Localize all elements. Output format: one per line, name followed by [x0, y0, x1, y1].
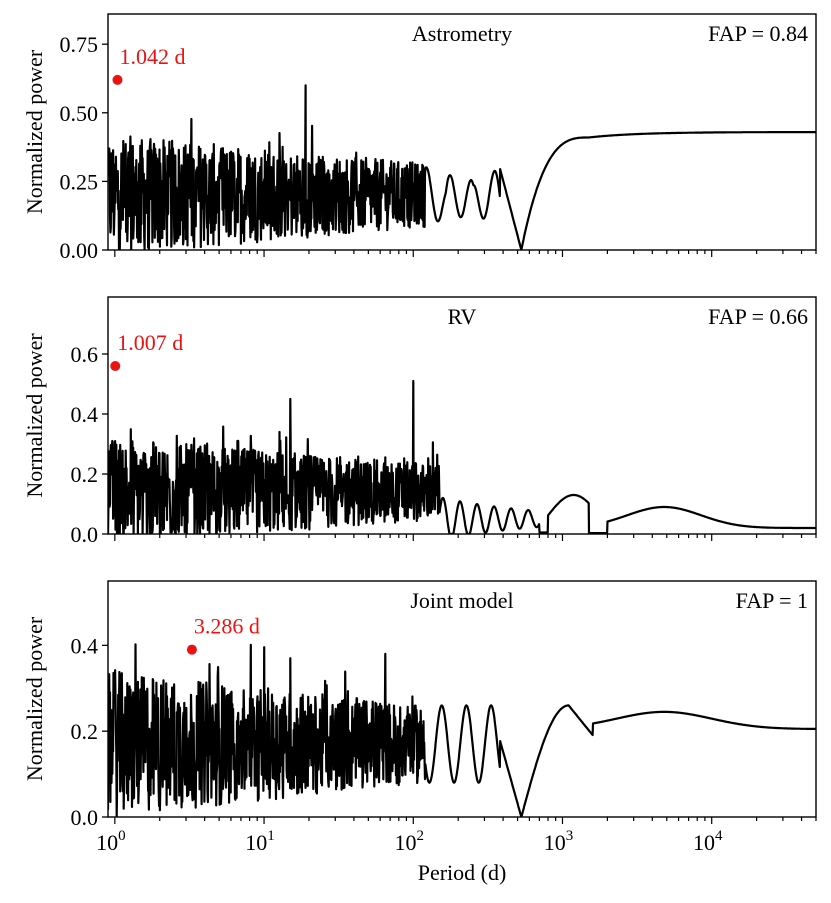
panel-2: 0.0 0.2 0.4 0.6 RV FAP = 0.66 1.007 d Normalize… — [22, 296, 817, 547]
axes-frame — [107, 296, 817, 535]
x-tick-label: 104 — [693, 828, 723, 855]
y-tick-label: 0.4 — [71, 402, 99, 427]
fap-label: FAP = 1 — [736, 588, 808, 613]
peak-label: 1.042 d — [119, 44, 185, 69]
axes-frame — [107, 580, 817, 818]
peak-label: 1.007 d — [117, 330, 183, 355]
y-axis-label: Normalized power — [22, 333, 47, 498]
panel-1: 0.00 0.25 0.50 0.75 Astrometry FAP = 0.84 1.04… — [22, 13, 817, 263]
y-tick-label: 0.50 — [60, 101, 99, 126]
fap-label: FAP = 0.66 — [708, 304, 808, 329]
y-tick-label: 0.0 — [71, 522, 99, 547]
panel-title: Astrometry — [412, 21, 512, 46]
y-tick-label: 0.00 — [60, 238, 99, 263]
x-tick-label: 103 — [544, 828, 574, 855]
axes-frame — [107, 13, 817, 251]
y-tick-label: 0.0 — [71, 805, 99, 830]
x-tick-label: 100 — [96, 828, 126, 855]
y-tick-label: 0.6 — [71, 342, 99, 367]
peak-marker — [186, 644, 197, 655]
fap-label: FAP = 0.84 — [708, 21, 808, 46]
series-line — [108, 84, 816, 250]
y-axis-label: Normalized power — [22, 616, 47, 781]
peak-marker — [110, 361, 121, 371]
y-tick-label: 0.25 — [60, 169, 99, 194]
panel-title: RV — [448, 304, 477, 329]
panel-3: 0.0 0.2 0.4 Joint model FAP = 1 3.286 d Normal… — [22, 580, 817, 830]
y-axis-label: Normalized power — [22, 49, 47, 214]
y-tick-label: 0.2 — [71, 719, 99, 744]
y-tick-label: 0.75 — [60, 32, 99, 57]
panel-title: Joint model — [410, 588, 513, 613]
series-line — [108, 379, 816, 534]
y-tick-label: 0.4 — [71, 633, 99, 658]
x-axis-label: Period (d) — [418, 860, 507, 885]
x-tick-label: 101 — [245, 828, 275, 855]
series-line — [108, 643, 816, 817]
peak-marker — [112, 74, 123, 85]
y-tick-label: 0.2 — [71, 462, 99, 487]
x-tick-label: 102 — [395, 828, 425, 855]
peak-label: 3.286 d — [194, 614, 260, 639]
